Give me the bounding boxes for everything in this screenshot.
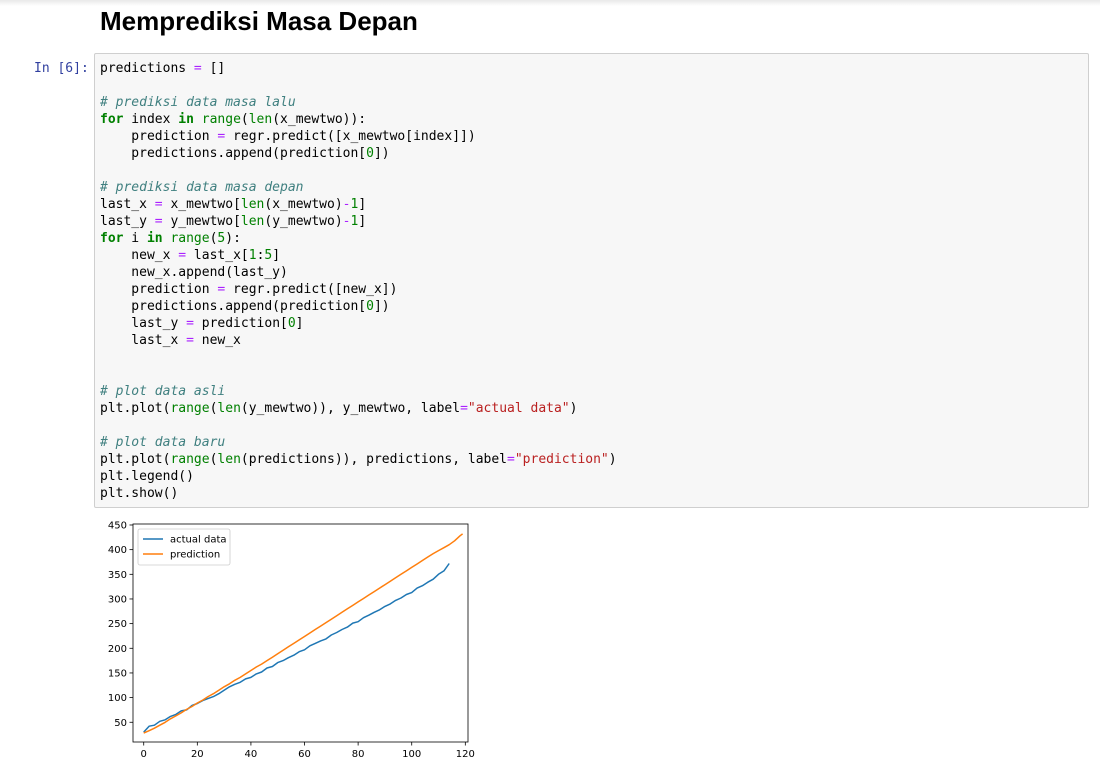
x-tick-label: 80: [352, 749, 365, 760]
code-line[interactable]: [100, 77, 617, 94]
x-tick-label: 100: [402, 749, 421, 760]
code-line[interactable]: prediction = regr.predict([x_mewtwo[inde…: [100, 129, 476, 144]
code-line[interactable]: prediction = regr.predict([new_x]): [100, 282, 398, 297]
y-tick-label: 50: [114, 718, 127, 729]
code-line[interactable]: # plot data baru: [100, 435, 226, 450]
y-tick-label: 400: [108, 545, 127, 556]
code-line[interactable]: [100, 366, 617, 383]
x-tick-label: 0: [141, 749, 147, 760]
code-line[interactable]: [100, 162, 617, 179]
y-tick-label: 450: [108, 520, 127, 531]
code-text[interactable]: predictions = [] # prediksi data masa la…: [100, 60, 617, 502]
code-line[interactable]: last_x = new_x: [100, 333, 241, 348]
code-line[interactable]: [100, 417, 617, 434]
x-tick-label: 40: [245, 749, 258, 760]
code-line[interactable]: last_y = prediction[0]: [100, 316, 304, 331]
code-line[interactable]: predictions.append(prediction[0]): [100, 299, 390, 314]
y-tick-label: 250: [108, 619, 127, 630]
y-tick-label: 300: [108, 594, 127, 605]
legend-label: prediction: [170, 550, 220, 561]
x-tick-label: 20: [191, 749, 204, 760]
input-prompt: In [6]:: [34, 61, 89, 76]
code-line[interactable]: last_y = y_mewtwo[len(y_mewtwo)-1]: [100, 214, 367, 229]
legend-label: actual data: [170, 535, 227, 546]
code-line[interactable]: plt.plot(range(len(y_mewtwo)), y_mewtwo,…: [100, 401, 578, 416]
code-line[interactable]: new_x = last_x[1:5]: [100, 248, 281, 263]
code-line[interactable]: plt.show(): [100, 486, 179, 501]
x-tick-label: 60: [298, 749, 311, 760]
y-tick-label: 200: [108, 644, 127, 655]
code-line[interactable]: predictions = []: [100, 61, 226, 76]
y-tick-label: 350: [108, 570, 127, 581]
legend-box: [137, 528, 231, 566]
code-line[interactable]: # prediksi data masa depan: [100, 180, 304, 195]
code-line[interactable]: for index in range(len(x_mewtwo)):: [100, 112, 367, 127]
code-line[interactable]: # plot data asli: [100, 384, 226, 399]
code-line[interactable]: for i in range(5):: [100, 231, 241, 246]
series-line-1: [143, 533, 464, 734]
code-cell-editor[interactable]: predictions = [] # prediksi data masa la…: [94, 53, 1089, 508]
code-line[interactable]: new_x.append(last_y): [100, 265, 288, 280]
x-tick-label: 120: [456, 749, 475, 760]
code-line[interactable]: plt.legend(): [100, 469, 194, 484]
code-line[interactable]: # prediksi data masa lalu: [100, 95, 296, 110]
section-heading: Memprediksi Masa Depan: [100, 6, 418, 36]
plot-frame: [132, 523, 469, 743]
y-tick-label: 100: [108, 693, 127, 704]
code-line[interactable]: plt.plot(range(len(predictions)), predic…: [100, 452, 617, 467]
line-chart: 0 20 40 60 80 100 120 50 100 150 200 250 300 350 400 45…: [108, 520, 475, 760]
cell-output: 0 20 40 60 80 100 120 50 100 150 200 250 300 350 400 45…: [94, 514, 494, 776]
code-line[interactable]: predictions.append(prediction[0]): [100, 146, 390, 161]
code-line[interactable]: last_x = x_mewtwo[len(x_mewtwo)-1]: [100, 197, 367, 212]
code-line[interactable]: [100, 349, 617, 366]
y-tick-label: 150: [108, 668, 127, 679]
top-shadow-bar: [0, 0, 1100, 6]
